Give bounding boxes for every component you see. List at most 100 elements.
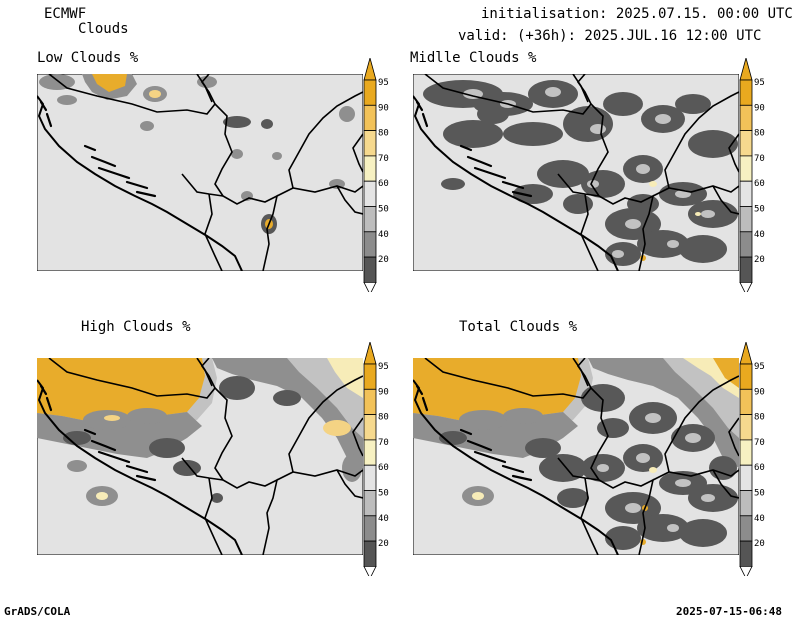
cloud-patch <box>603 92 643 116</box>
country-border <box>652 185 739 197</box>
colorbar-segment <box>363 439 377 466</box>
country-border <box>204 193 223 271</box>
cloud-patch <box>223 116 251 128</box>
island <box>466 439 493 452</box>
cloud-patch <box>557 488 589 508</box>
colorbar-tick-label: 40 <box>378 230 389 240</box>
island <box>466 155 493 168</box>
island <box>97 166 131 180</box>
colorbar-total: 95 90 80 70 60 50 40 20 <box>739 342 765 576</box>
colorbar-segment <box>739 490 753 517</box>
cloud-patch <box>149 90 161 98</box>
cloud-patch <box>655 114 671 124</box>
cloud-core <box>92 74 127 92</box>
cloud-patch <box>149 438 185 458</box>
colorbar-tick-label: 70 <box>378 154 389 164</box>
cloud-patch <box>197 76 217 88</box>
country-border <box>336 185 363 215</box>
colorbar-tick-label: 90 <box>754 103 765 113</box>
colorbar-segment <box>739 206 753 233</box>
cloud-area <box>327 358 363 398</box>
cloud-patch <box>459 410 507 430</box>
country-border <box>712 469 739 499</box>
cloud-patch <box>545 87 561 97</box>
colorbar-segment <box>363 464 377 491</box>
country-border <box>664 375 739 473</box>
initialisation-time: initialisation: 2025.07.15. 00:00 UTC <box>481 6 793 22</box>
colorbar-tick-label: 80 <box>754 129 765 139</box>
cloud-patch <box>539 454 587 482</box>
colorbar-segment <box>363 104 377 131</box>
coastline <box>37 379 243 555</box>
country-border <box>352 417 363 457</box>
cloud-patch <box>339 106 355 122</box>
colorbar-tick-label: 60 <box>378 179 389 189</box>
colorbar-segment <box>739 79 753 106</box>
colorbar-segment <box>739 414 753 441</box>
cloud-patch <box>625 503 641 513</box>
country-border <box>572 74 589 103</box>
country-border <box>204 477 223 555</box>
cloud-patch <box>590 124 606 134</box>
colorbar-segment <box>363 414 377 441</box>
cloud-patch <box>525 438 561 458</box>
colorbar-tick-label: 50 <box>754 205 765 215</box>
colorbar-segment <box>739 231 753 258</box>
colorbar-high: 95 90 80 70 60 50 40 20 <box>363 342 389 576</box>
colorbar-segment <box>739 388 753 415</box>
island <box>39 100 48 112</box>
cloud-patch <box>709 456 737 480</box>
cloud-patch <box>625 219 641 229</box>
colorbar-segment <box>363 155 377 182</box>
cloud-patch <box>637 230 689 258</box>
panel-title-low: Low Clouds % <box>37 50 139 66</box>
country-border <box>728 133 739 173</box>
cloud-patch <box>701 494 715 502</box>
cloud-core <box>649 181 657 187</box>
colorbar-top-arrow <box>739 342 753 365</box>
country-border <box>336 469 363 499</box>
cloud-patch <box>261 119 273 129</box>
island <box>83 144 97 152</box>
colorbar-tick-label: 60 <box>378 463 389 473</box>
colorbar-segment <box>363 206 377 233</box>
cloud-patch <box>231 149 243 159</box>
map-total-clouds <box>413 358 739 555</box>
island <box>97 450 131 464</box>
colorbar-tick-label: 95 <box>378 78 389 88</box>
colorbar-tick-label: 60 <box>754 179 765 189</box>
cloud-patch <box>140 121 154 131</box>
cloud-patch <box>685 433 701 443</box>
colorbar-tick-label: 70 <box>754 154 765 164</box>
cloud-patch <box>581 170 625 198</box>
island <box>501 464 525 474</box>
island <box>135 474 157 482</box>
country-border <box>557 173 600 197</box>
coastline <box>413 95 619 271</box>
cloud-patch <box>342 454 362 482</box>
cloud-patch <box>96 492 108 500</box>
colorbar-tick-label: 20 <box>754 255 765 265</box>
country-border <box>572 358 589 387</box>
country-border <box>557 457 600 481</box>
colorbar-tick-label: 20 <box>378 255 389 265</box>
colorbar-tick-label: 95 <box>378 362 389 372</box>
colorbar-segment <box>739 256 753 283</box>
coastline <box>413 379 619 555</box>
cloud-patch <box>675 479 691 487</box>
colorbar-tick-label: 80 <box>378 129 389 139</box>
valid-time: valid: (+36h): 2025.JUL.16 12:00 UTC <box>458 28 762 44</box>
colorbar-top-arrow <box>363 58 377 81</box>
cloud-patch <box>636 164 650 174</box>
colorbar-segment <box>363 515 377 542</box>
island <box>459 144 473 152</box>
cloud-patch <box>581 384 625 412</box>
country-border <box>181 173 224 197</box>
country-border <box>580 193 599 271</box>
cloud-patch <box>636 453 650 463</box>
cloud-patch <box>477 104 509 124</box>
country-border <box>196 358 213 387</box>
model-label: ECMWF <box>44 6 87 22</box>
colorbar-tick-label: 70 <box>378 438 389 448</box>
country-border <box>276 185 363 197</box>
